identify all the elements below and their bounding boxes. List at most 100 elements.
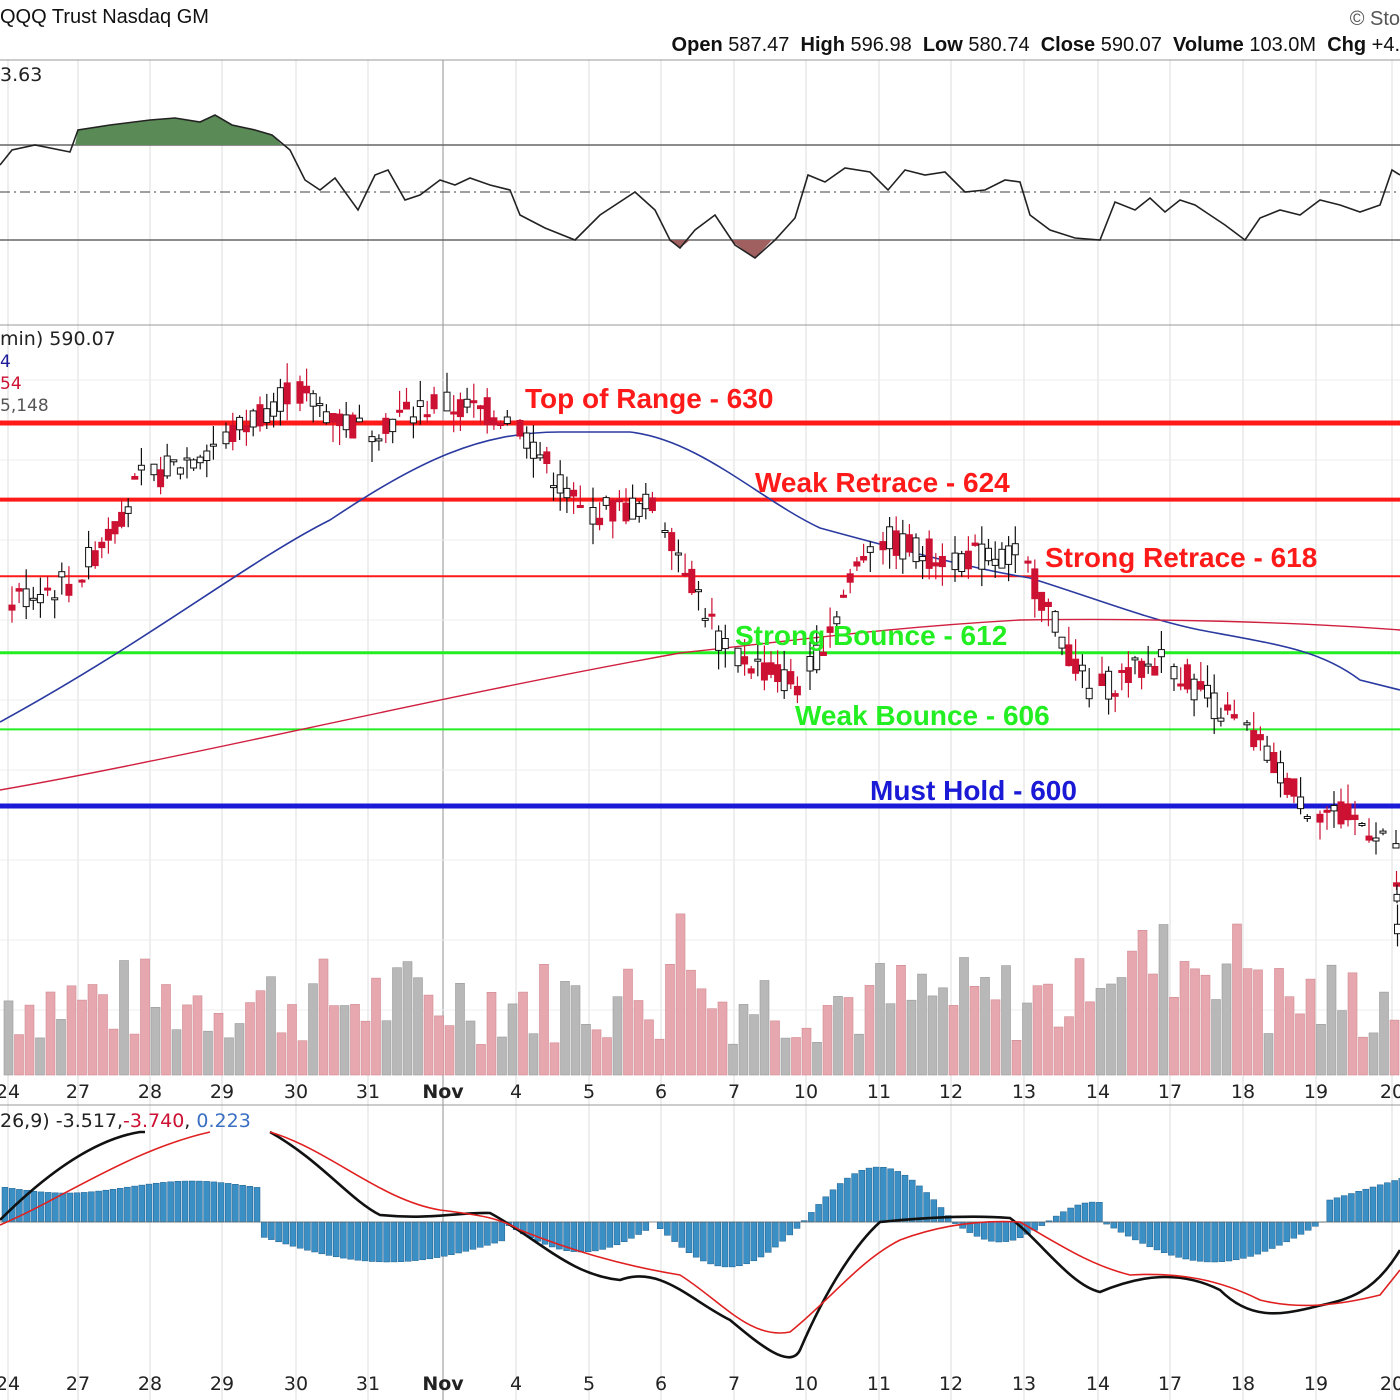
macd-histogram-bar bbox=[448, 1221, 455, 1255]
macd-histogram-bar bbox=[678, 1221, 686, 1248]
volume-bar bbox=[465, 1020, 476, 1076]
macd-histogram-bar bbox=[1218, 1221, 1226, 1262]
candle-body bbox=[1044, 601, 1052, 608]
candle-body bbox=[529, 441, 537, 459]
macd-histogram-bar bbox=[1088, 1201, 1096, 1223]
chart-title: QQQ Trust Nasdaq GM bbox=[0, 6, 209, 29]
volume-bars bbox=[3, 913, 1400, 1076]
volume-bar bbox=[434, 1015, 444, 1076]
candle-body bbox=[1078, 664, 1086, 672]
candlesticks bbox=[8, 363, 1400, 947]
volume-bar bbox=[990, 999, 1001, 1076]
volume-bar bbox=[476, 1044, 486, 1076]
candle-body bbox=[1124, 667, 1132, 683]
macd-histogram-bar bbox=[988, 1221, 995, 1242]
candle-body bbox=[15, 588, 23, 592]
candle-body bbox=[1270, 752, 1278, 774]
macd-histogram-bar bbox=[476, 1221, 484, 1248]
macd-separator: , bbox=[184, 1110, 191, 1132]
macd-histogram-bar bbox=[606, 1221, 614, 1248]
x-tick-label: 28 bbox=[138, 1081, 162, 1103]
candle-body bbox=[1256, 734, 1264, 741]
volume-bar bbox=[213, 1012, 224, 1076]
ohlc-readout: Open 587.47 High 596.98 Low 580.74 Close… bbox=[672, 34, 1400, 57]
candle-body bbox=[1144, 663, 1152, 667]
volume-bar bbox=[371, 977, 381, 1076]
candle-body bbox=[1072, 658, 1080, 674]
volume-bar bbox=[1274, 968, 1284, 1076]
candle-body bbox=[1250, 730, 1258, 748]
x-tick-label: 31 bbox=[356, 1373, 380, 1395]
volume-bar bbox=[3, 1000, 14, 1076]
macd-histogram-bar bbox=[570, 1221, 578, 1252]
macd-histogram-bar bbox=[354, 1221, 362, 1261]
x-tick-label: 31 bbox=[356, 1081, 380, 1103]
support-resistance-levels bbox=[0, 420, 1400, 809]
candle-body bbox=[249, 410, 257, 428]
macd-histogram-bar bbox=[916, 1185, 923, 1223]
macd-histogram-bar bbox=[1139, 1221, 1146, 1244]
macd-histogram-bar bbox=[1081, 1202, 1089, 1223]
x-tick-label: 12 bbox=[939, 1373, 963, 1395]
x-tick-label: 30 bbox=[284, 1081, 308, 1103]
candle-body bbox=[1051, 611, 1059, 633]
macd-histogram-bar bbox=[1182, 1221, 1190, 1260]
x-tick-label: 29 bbox=[210, 1373, 234, 1395]
macd-histogram-bar bbox=[1124, 1221, 1132, 1237]
macd-histogram-bar bbox=[1340, 1195, 1348, 1223]
macd-histogram-bar bbox=[469, 1221, 477, 1250]
candle-body bbox=[85, 547, 93, 568]
macd-histogram-bar bbox=[289, 1221, 297, 1247]
candle-body bbox=[1151, 666, 1159, 676]
macd-histogram-bar bbox=[973, 1221, 981, 1237]
volume-bar bbox=[665, 963, 675, 1076]
candle-body bbox=[787, 671, 795, 685]
candle-body bbox=[556, 474, 564, 494]
volume-bar bbox=[1179, 961, 1190, 1076]
volume-bar bbox=[1064, 1016, 1074, 1076]
candle-body bbox=[163, 455, 171, 477]
candle-body bbox=[1011, 543, 1019, 556]
candle-body bbox=[1283, 777, 1291, 795]
macd-histogram-bar bbox=[1052, 1215, 1060, 1223]
candle-body bbox=[1263, 745, 1271, 761]
candle-body bbox=[29, 597, 37, 601]
volume-bar bbox=[906, 999, 917, 1076]
x-tick-label: 19 bbox=[1304, 1373, 1328, 1395]
chg-value: +4. bbox=[1371, 34, 1400, 56]
candle-body bbox=[853, 561, 861, 567]
macd-histogram-bar bbox=[152, 1182, 160, 1223]
macd-histogram-bar bbox=[30, 1190, 38, 1223]
candle-body bbox=[1157, 649, 1165, 658]
candle-body bbox=[1111, 693, 1119, 697]
volume-bar bbox=[182, 1004, 192, 1076]
candle-body bbox=[1105, 670, 1113, 700]
candle-body bbox=[322, 411, 330, 424]
macd-histogram-bar bbox=[440, 1221, 448, 1257]
macd-histogram-bar bbox=[829, 1189, 837, 1223]
candle-body bbox=[1177, 683, 1185, 687]
candle-body bbox=[589, 507, 597, 525]
x-tick-label: 29 bbox=[210, 1081, 234, 1103]
macd-signal-value: -3.740 bbox=[123, 1110, 185, 1132]
candle-body bbox=[497, 422, 505, 427]
volume-bar bbox=[329, 1005, 339, 1076]
candle-body bbox=[543, 451, 551, 464]
candle-body bbox=[368, 436, 376, 443]
candle-body bbox=[490, 417, 498, 426]
volume-bar bbox=[518, 991, 528, 1076]
macd-histogram-bar bbox=[361, 1221, 369, 1262]
level-label: Weak Retrace - 624 bbox=[755, 467, 1010, 498]
candle-body bbox=[919, 556, 927, 562]
macd-histogram-bar bbox=[433, 1221, 441, 1258]
candle-body bbox=[430, 394, 438, 410]
macd-histogram-bar bbox=[628, 1221, 635, 1239]
candle-body bbox=[1297, 796, 1305, 810]
candle-body bbox=[1024, 560, 1032, 564]
volume-bar bbox=[948, 1005, 959, 1076]
macd-histogram-bar bbox=[404, 1221, 412, 1262]
copyright-text: © Sto bbox=[1349, 8, 1400, 30]
macd-histogram-bar bbox=[131, 1185, 138, 1223]
low-value: 580.74 bbox=[968, 34, 1030, 56]
macd-histogram-bar bbox=[1067, 1207, 1074, 1223]
